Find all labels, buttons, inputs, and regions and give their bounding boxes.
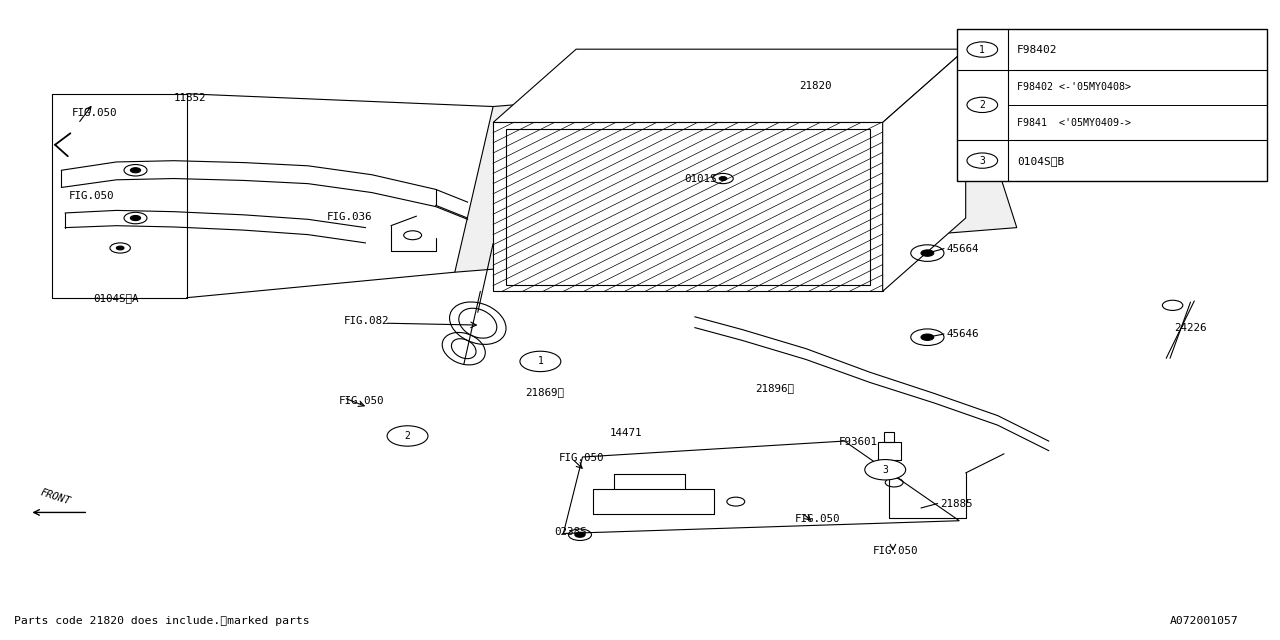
Polygon shape bbox=[493, 122, 883, 291]
Circle shape bbox=[116, 246, 124, 250]
Text: 2: 2 bbox=[404, 431, 411, 441]
Text: FIG.050: FIG.050 bbox=[339, 396, 384, 406]
Text: 14471: 14471 bbox=[609, 428, 641, 438]
Text: FIG.082: FIG.082 bbox=[344, 316, 389, 326]
Text: F9841  <'05MY0409->: F9841 <'05MY0409-> bbox=[1016, 118, 1130, 127]
Circle shape bbox=[865, 460, 906, 480]
Text: FRONT: FRONT bbox=[38, 488, 72, 507]
Circle shape bbox=[387, 426, 428, 446]
Polygon shape bbox=[493, 122, 883, 291]
Text: 21896※: 21896※ bbox=[755, 383, 794, 393]
Text: 21885: 21885 bbox=[940, 499, 973, 509]
Text: 0101S: 0101S bbox=[685, 173, 717, 184]
Polygon shape bbox=[454, 68, 1016, 272]
Circle shape bbox=[719, 177, 727, 180]
Text: 45664: 45664 bbox=[946, 244, 979, 253]
Circle shape bbox=[131, 168, 141, 173]
Text: F98402: F98402 bbox=[1016, 45, 1057, 54]
Text: 3: 3 bbox=[979, 156, 986, 166]
Text: 1: 1 bbox=[979, 45, 986, 54]
Text: 2: 2 bbox=[979, 100, 986, 110]
Text: 21820: 21820 bbox=[800, 81, 832, 90]
Text: 1: 1 bbox=[538, 356, 543, 367]
Circle shape bbox=[922, 334, 934, 340]
Text: 45646: 45646 bbox=[946, 329, 979, 339]
Text: 0238S: 0238S bbox=[554, 527, 588, 536]
Text: 11852: 11852 bbox=[174, 93, 206, 103]
Bar bbox=[884, 432, 895, 442]
Text: F93601: F93601 bbox=[840, 437, 878, 447]
Circle shape bbox=[922, 250, 934, 256]
Circle shape bbox=[520, 351, 561, 372]
Text: FIG.050: FIG.050 bbox=[72, 108, 118, 118]
Text: FIG.050: FIG.050 bbox=[873, 546, 918, 556]
Text: FIG.036: FIG.036 bbox=[328, 212, 372, 222]
Text: FIG.050: FIG.050 bbox=[795, 514, 840, 524]
Circle shape bbox=[131, 216, 141, 221]
Text: FIG.050: FIG.050 bbox=[558, 453, 604, 463]
Text: A072001057: A072001057 bbox=[1170, 616, 1239, 626]
Bar bbox=[956, 29, 1267, 181]
Text: 21869※: 21869※ bbox=[525, 387, 564, 397]
Text: Parts code 21820 does include.※marked parts: Parts code 21820 does include.※marked pa… bbox=[14, 616, 310, 626]
Text: 3: 3 bbox=[882, 465, 888, 475]
Text: FIG.050: FIG.050 bbox=[69, 191, 115, 201]
Text: F98402 <-'05MY0408>: F98402 <-'05MY0408> bbox=[1016, 83, 1130, 92]
Bar bbox=[506, 129, 870, 285]
Text: 0104S※B: 0104S※B bbox=[1016, 156, 1064, 166]
Text: 24226: 24226 bbox=[1174, 323, 1206, 333]
Polygon shape bbox=[883, 49, 965, 291]
Circle shape bbox=[575, 532, 585, 538]
Polygon shape bbox=[493, 49, 965, 122]
Bar bbox=[878, 442, 901, 460]
Text: 0104S※A: 0104S※A bbox=[93, 292, 138, 303]
